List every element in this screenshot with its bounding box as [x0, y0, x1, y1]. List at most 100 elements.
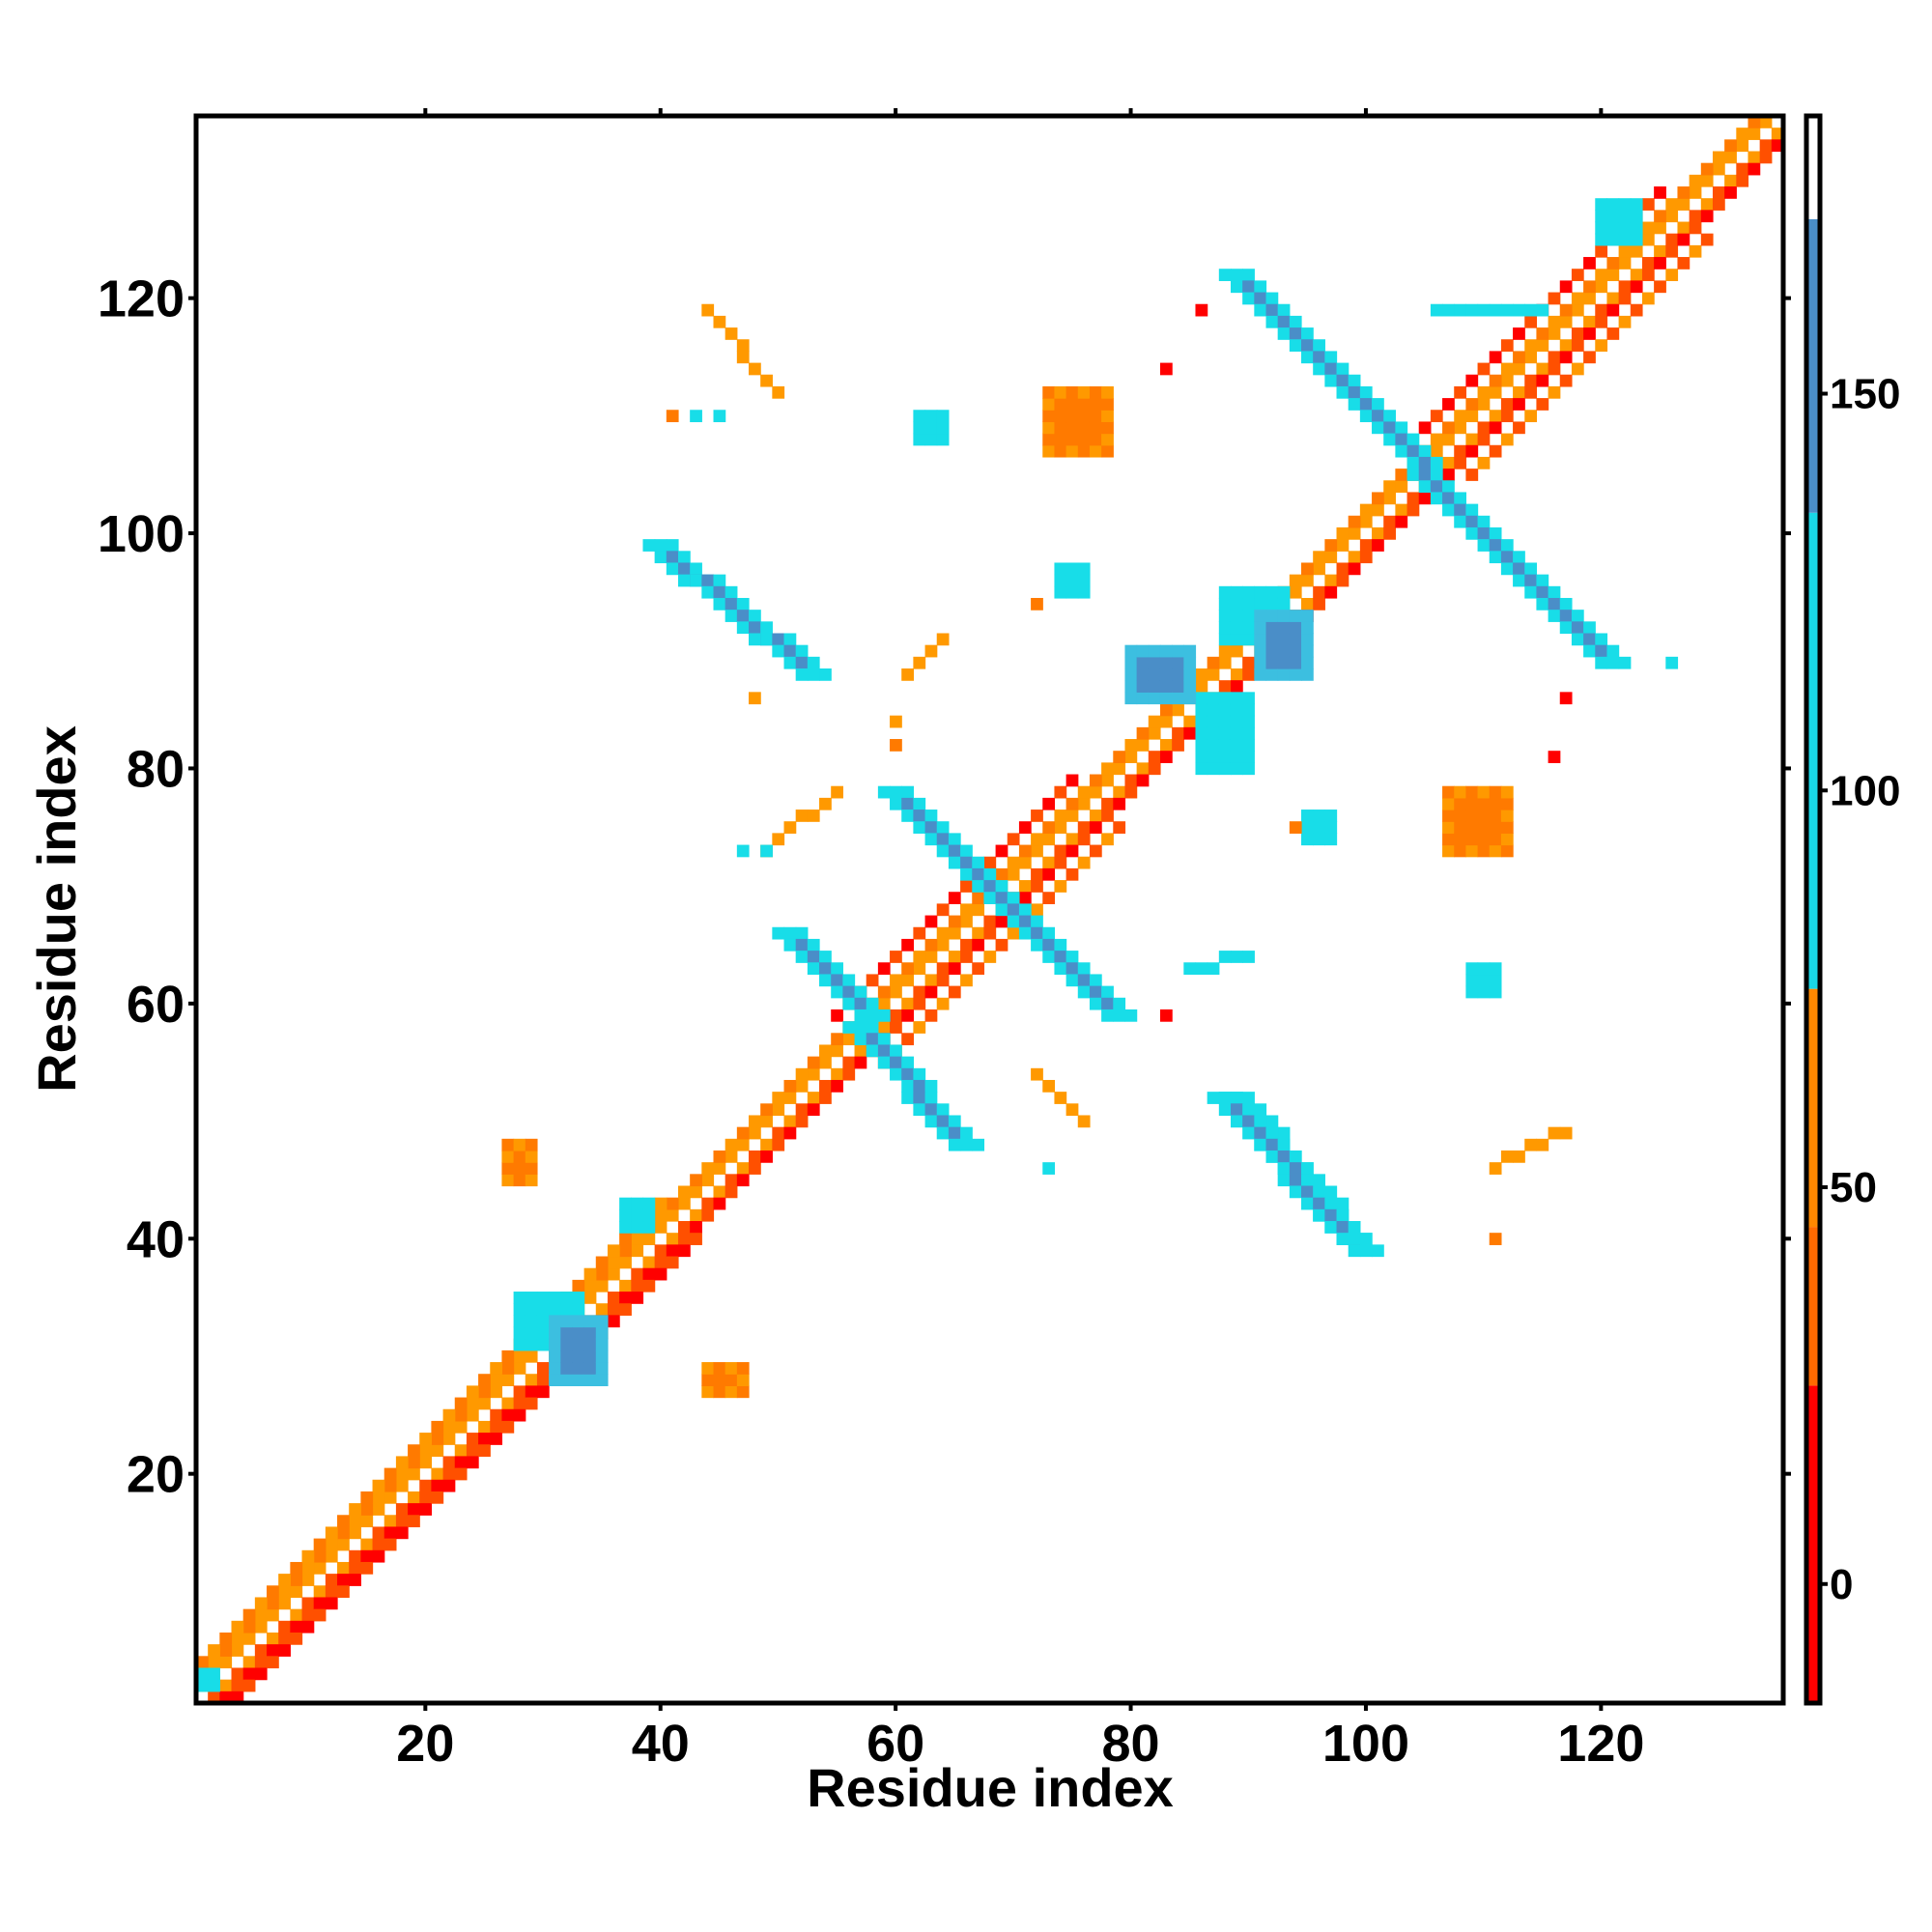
heatmap-cell — [360, 1561, 374, 1575]
heatmap-cell — [395, 1467, 409, 1481]
heatmap-cell — [1324, 1185, 1338, 1199]
heatmap-cell — [1242, 762, 1255, 776]
heatmap-cell — [372, 1549, 385, 1563]
heatmap-cell — [607, 1303, 620, 1316]
heatmap-cell — [1372, 503, 1384, 517]
heatmap-cell — [1242, 280, 1255, 294]
heatmap-cell — [290, 1561, 303, 1575]
heatmap-cell — [1465, 526, 1479, 540]
heatmap-cell — [1289, 610, 1302, 622]
heatmap-cell — [701, 1208, 715, 1222]
heatmap-cell — [1031, 926, 1043, 940]
heatmap-cell — [1771, 128, 1784, 140]
heatmap-cell — [631, 1197, 644, 1210]
heatmap-cell — [1559, 692, 1573, 705]
heatmap-cell — [936, 962, 950, 976]
heatmap-cell — [1324, 362, 1338, 376]
heatmap-cell — [749, 1126, 761, 1140]
heatmap-cell — [1724, 151, 1737, 164]
heatmap-cell — [1301, 810, 1314, 822]
heatmap-cell — [760, 1138, 773, 1151]
plot-frame — [193, 113, 1786, 1706]
heatmap-cell — [1372, 1244, 1384, 1258]
heatmap-cell — [1418, 456, 1432, 469]
heatmap-cell — [890, 1056, 902, 1069]
heatmap-cell — [1430, 492, 1443, 505]
heatmap-cell — [642, 1208, 656, 1222]
heatmap-cell — [1218, 951, 1232, 963]
heatmap-cell — [1077, 785, 1091, 799]
heatmap-cell — [913, 421, 926, 435]
heatmap-cell — [1618, 280, 1632, 294]
heatmap-cell — [1159, 1009, 1173, 1022]
heatmap-cell — [607, 1292, 620, 1304]
heatmap-cell — [1218, 739, 1232, 752]
heatmap-cell — [995, 844, 1009, 858]
heatmap-cell — [854, 985, 867, 999]
heatmap-cell — [1301, 821, 1314, 834]
heatmap-cell — [1159, 656, 1173, 669]
heatmap-cell — [854, 1033, 867, 1046]
heatmap-cell — [1348, 526, 1361, 540]
heatmap-cell — [313, 1538, 327, 1551]
heatmap-cell — [1677, 221, 1690, 235]
heatmap-cell — [278, 1620, 291, 1634]
heatmap-cell — [325, 1574, 338, 1586]
heatmap-cell — [1524, 385, 1538, 399]
heatmap-cell — [290, 1574, 303, 1586]
heatmap-cell — [713, 1197, 726, 1210]
heatmap-cell — [1313, 339, 1325, 353]
heatmap-cell — [1665, 233, 1679, 246]
heatmap-cell — [442, 1433, 456, 1445]
heatmap-cell — [807, 1103, 820, 1117]
heatmap-cell — [1065, 833, 1079, 846]
heatmap-cell — [1254, 303, 1267, 317]
heatmap-cell — [1254, 644, 1267, 658]
heatmap-cell — [1630, 303, 1643, 317]
heatmap-cell — [1265, 1126, 1279, 1140]
heatmap-cell — [478, 1420, 491, 1434]
heatmap-cell — [631, 1279, 644, 1293]
heatmap-cell — [513, 1174, 526, 1187]
heatmap-cell — [772, 1103, 785, 1117]
heatmap-cell — [1336, 1221, 1350, 1234]
heatmap-cell — [1513, 1150, 1525, 1163]
heatmap-cell — [1477, 785, 1491, 799]
heatmap-cell — [901, 1067, 914, 1081]
heatmap-cell — [231, 1644, 244, 1657]
heatmap-cell — [1489, 810, 1502, 822]
heatmap-cell — [1218, 680, 1232, 693]
heatmap-cell — [1242, 656, 1255, 669]
heatmap-cell — [948, 926, 961, 940]
heatmap-cell — [724, 327, 738, 340]
heatmap-cell — [384, 1479, 397, 1492]
heatmap-cell — [1336, 562, 1350, 576]
heatmap-cell — [831, 962, 843, 976]
heatmap-cell — [1313, 1174, 1325, 1187]
heatmap-cell — [1548, 597, 1561, 611]
heatmap-cell — [1124, 751, 1138, 763]
heatmap-cell — [1065, 1103, 1079, 1117]
heatmap-cell — [384, 1491, 397, 1504]
heatmap-cell — [478, 1433, 491, 1445]
heatmap-cell — [536, 1385, 550, 1399]
heatmap-cell — [1654, 210, 1666, 223]
heatmap-cell — [1406, 492, 1420, 505]
heatmap-cell — [677, 551, 691, 564]
heatmap-cell — [983, 951, 997, 963]
heatmap-cell — [1477, 385, 1491, 399]
heatmap-cell — [936, 1126, 950, 1140]
heatmap-cell — [1195, 962, 1208, 976]
heatmap-cell — [1289, 574, 1302, 587]
heatmap-cell — [1054, 562, 1067, 576]
heatmap-cell — [196, 1667, 209, 1681]
heatmap-cell — [890, 785, 902, 799]
heatmap-cell — [1172, 644, 1184, 658]
heatmap-cell — [960, 938, 973, 952]
heatmap-cell — [501, 1174, 515, 1187]
heatmap-cell — [654, 1256, 668, 1269]
heatmap-cell — [1242, 703, 1255, 717]
heatmap-cell — [724, 585, 738, 599]
heatmap-cell — [819, 974, 832, 987]
heatmap-cell — [795, 938, 809, 952]
